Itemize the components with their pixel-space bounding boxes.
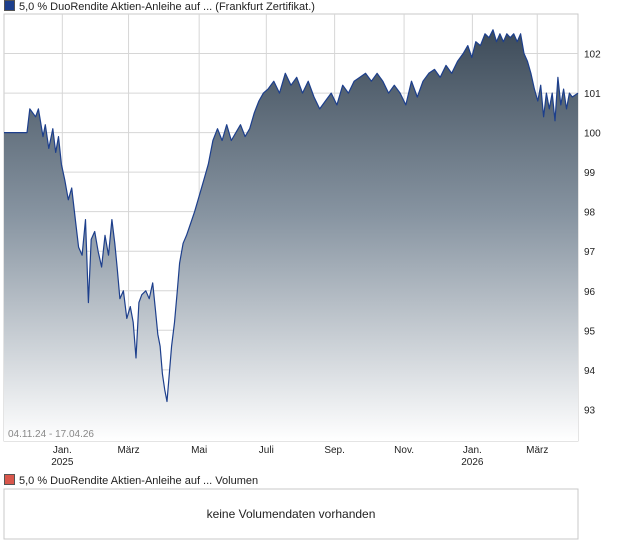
- x-tick-year: 2026: [461, 457, 484, 468]
- legend-main-label: 5,0 % DuoRendite Aktien-Anleihe auf ... …: [19, 1, 315, 13]
- y-tick-label: 96: [584, 287, 596, 298]
- x-tick-label: Jan.: [53, 445, 72, 456]
- y-tick-label: 102: [584, 50, 601, 61]
- volume-panel: [3, 488, 579, 540]
- x-tick-label: Juli: [259, 445, 274, 456]
- no-volume-message: keine Volumendaten vorhanden: [207, 507, 376, 521]
- x-tick-label: Nov.: [394, 445, 414, 456]
- x-tick-label: März: [117, 445, 139, 456]
- y-tick-label: 99: [584, 168, 596, 179]
- y-tick-label: 101: [584, 89, 601, 100]
- x-tick-label: März: [526, 445, 548, 456]
- legend-main: 5,0 % DuoRendite Aktien-Anleihe auf ... …: [4, 0, 315, 14]
- x-tick-label: Jan.: [463, 445, 482, 456]
- y-tick-label: 94: [584, 366, 596, 377]
- y-tick-label: 98: [584, 208, 596, 219]
- date-range-label: 04.11.24 - 17.04.26: [8, 429, 94, 440]
- legend-swatch-main: [4, 0, 15, 11]
- y-tick-label: 93: [584, 405, 596, 416]
- series-area: [4, 29, 578, 442]
- legend-volume-label: 5,0 % DuoRendite Aktien-Anleihe auf ... …: [19, 475, 259, 487]
- y-tick-label: 95: [584, 326, 596, 337]
- legend-volume: 5,0 % DuoRendite Aktien-Anleihe auf ... …: [4, 474, 258, 488]
- legend-swatch-volume: [4, 474, 15, 485]
- x-tick-label: Sep.: [324, 445, 345, 456]
- x-tick-label: Mai: [191, 445, 207, 456]
- series-line: [4, 29, 579, 403]
- y-tick-label: 100: [584, 129, 601, 140]
- y-tick-label: 97: [584, 247, 596, 258]
- x-tick-year: 2025: [51, 457, 74, 468]
